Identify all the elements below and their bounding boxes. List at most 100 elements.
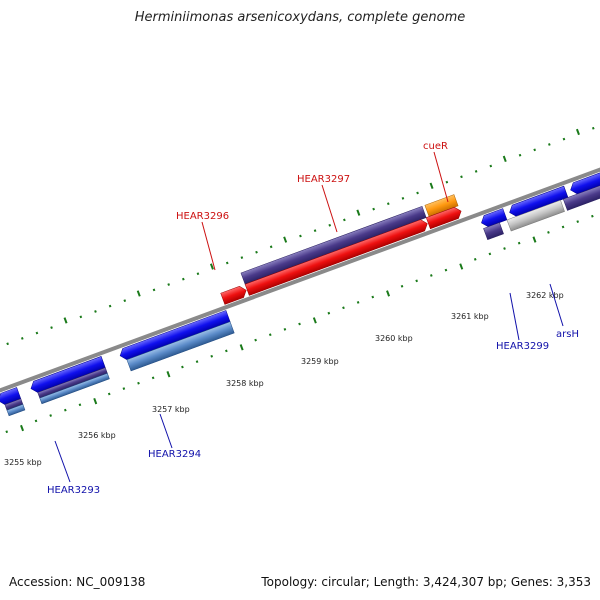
tick-label: 3257 kbp xyxy=(152,405,190,414)
minor-tick xyxy=(195,360,199,364)
genome-backbone xyxy=(0,160,600,400)
gene-label-hear3299[interactable]: HEAR3299 xyxy=(496,341,549,352)
minor-tick xyxy=(488,252,492,256)
gene-labels: cueR HEAR3297 HEAR3296 HEAR3299 arsH HEA… xyxy=(47,141,579,496)
minor-tick xyxy=(416,191,419,195)
minor-tick xyxy=(108,304,112,308)
gene-hear3298-feature[interactable] xyxy=(425,205,463,230)
minor-tick xyxy=(20,337,24,340)
minor-tick xyxy=(343,218,346,222)
minor-tick xyxy=(268,333,272,337)
minor-tick xyxy=(489,164,493,168)
gene-label-cuer[interactable]: cueR xyxy=(423,141,448,152)
gene-hear3294-feature[interactable] xyxy=(126,321,235,372)
hear3294-leader xyxy=(159,413,173,449)
gene-hear3299b-feature[interactable] xyxy=(483,222,504,241)
gene-label-hear3294[interactable]: HEAR3294 xyxy=(148,449,201,460)
tick-marks-inner xyxy=(5,214,594,434)
major-tick xyxy=(575,128,580,136)
minor-tick xyxy=(50,326,53,329)
minor-tick xyxy=(210,354,214,358)
minor-tick xyxy=(444,268,448,272)
gene-arsh-feature[interactable] xyxy=(506,199,565,232)
minor-tick xyxy=(255,250,258,254)
minor-tick xyxy=(167,283,171,286)
minor-tick xyxy=(49,414,52,417)
minor-tick xyxy=(474,170,478,173)
minor-tick xyxy=(460,175,463,179)
minor-tick xyxy=(400,284,404,288)
minor-tick xyxy=(137,381,140,385)
hear3297-leader xyxy=(321,184,338,233)
minor-tick xyxy=(6,342,9,346)
major-tick xyxy=(20,424,25,432)
minor-tick xyxy=(547,231,550,234)
tick-label: 3259 kbp xyxy=(301,357,339,366)
minor-tick xyxy=(254,338,257,342)
major-tick xyxy=(312,317,317,324)
minor-tick xyxy=(240,256,244,259)
minor-tick xyxy=(107,392,111,396)
gene-hear3293c-feature[interactable] xyxy=(39,372,110,405)
minor-tick xyxy=(518,153,522,157)
gene-label-hear3296[interactable]: HEAR3296 xyxy=(176,211,229,222)
gene-hear3296-feature[interactable] xyxy=(220,285,249,305)
minor-tick xyxy=(561,225,565,229)
minor-tick xyxy=(576,220,580,223)
gene-hear3301b-feature[interactable] xyxy=(562,176,600,211)
minor-tick xyxy=(342,306,345,310)
gene-label-hear3293[interactable]: HEAR3293 xyxy=(47,485,100,496)
major-tick xyxy=(283,236,288,243)
major-tick xyxy=(209,263,214,270)
major-tick xyxy=(459,263,464,270)
minor-tick xyxy=(371,295,375,299)
minor-tick xyxy=(445,180,449,184)
arsh-leader xyxy=(549,283,564,327)
minor-tick xyxy=(181,365,184,369)
minor-tick xyxy=(225,349,228,353)
minor-tick xyxy=(78,403,82,407)
gene-hear3301-feature[interactable] xyxy=(569,165,600,195)
minor-tick xyxy=(415,279,418,283)
major-tick xyxy=(532,236,537,243)
gene-hear3292c-feature[interactable] xyxy=(6,404,26,417)
minor-tick xyxy=(386,202,390,206)
genome-stats-text: Topology: circular; Length: 3,424,307 bp… xyxy=(261,575,591,589)
minor-tick xyxy=(473,257,477,261)
hear3293-leader xyxy=(54,440,71,483)
minor-tick xyxy=(429,274,433,277)
minor-tick xyxy=(299,234,302,238)
minor-tick xyxy=(372,207,375,211)
minor-tick xyxy=(327,311,331,315)
major-tick xyxy=(356,209,361,216)
minor-tick xyxy=(283,327,287,331)
major-tick xyxy=(386,290,391,297)
minor-tick xyxy=(196,272,200,276)
cuer-leader xyxy=(433,151,449,203)
tick-labels: 3255 kbp 3256 kbp 3257 kbp 3258 kbp 3259… xyxy=(4,291,564,467)
label-leaders xyxy=(54,151,564,483)
major-tick xyxy=(63,317,68,324)
gene-label-arsh[interactable]: arsH xyxy=(556,329,579,340)
minor-tick xyxy=(79,315,83,319)
minor-tick xyxy=(5,430,9,434)
tick-label: 3256 kbp xyxy=(78,431,116,440)
gene-hear3296b-feature[interactable] xyxy=(244,218,429,296)
gene-label-hear3297[interactable]: HEAR3297 xyxy=(297,174,350,185)
hear3299-leader xyxy=(509,292,520,341)
major-tick xyxy=(93,397,98,405)
minor-tick xyxy=(533,148,537,152)
minor-tick xyxy=(63,408,67,412)
minor-tick xyxy=(34,419,38,423)
minor-tick xyxy=(517,241,521,245)
minor-tick xyxy=(152,288,156,292)
gene-cuer-feature[interactable] xyxy=(424,194,459,217)
major-tick xyxy=(502,155,507,163)
minor-tick xyxy=(269,245,273,249)
minor-tick xyxy=(401,196,405,200)
minor-tick xyxy=(123,299,127,303)
map-title: Herminiimonas arsenicoxydans, complete g… xyxy=(134,10,466,25)
major-tick xyxy=(429,182,434,189)
